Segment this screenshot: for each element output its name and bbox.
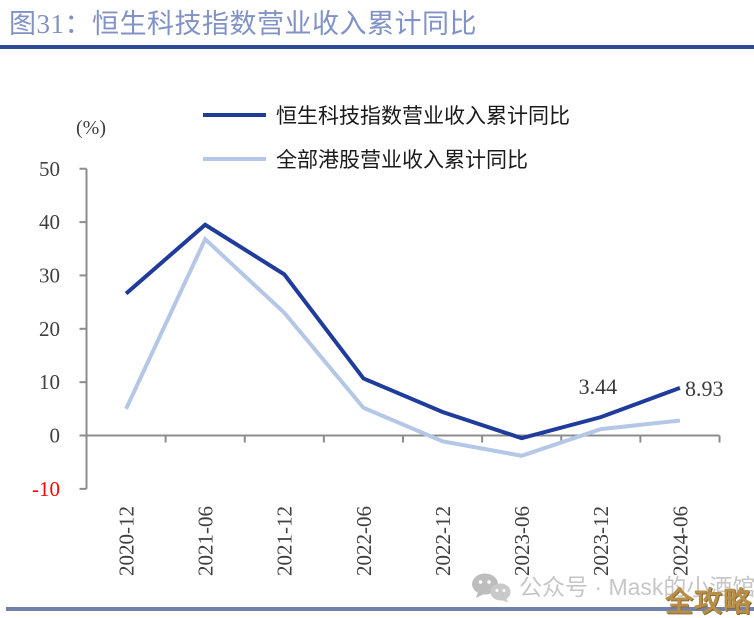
legend-swatch-light-line — [203, 157, 266, 161]
x-axis-category-label: 2022-06 — [352, 506, 376, 576]
x-axis-category-label: 2024-06 — [668, 506, 692, 576]
brand-badge: 全攻略 — [664, 586, 752, 617]
y-axis-tick-label: 0 — [50, 424, 61, 448]
wechat-icon — [472, 573, 511, 602]
x-axis-category-label: 2021-06 — [194, 506, 218, 576]
footer-rule — [6, 607, 754, 611]
data-point-label: 3.44 — [579, 374, 618, 399]
legend-label-hstech: 恒生科技指数营业收入累计同比 — [276, 104, 570, 128]
y-axis-tick-label: 20 — [39, 317, 60, 341]
y-axis-tick-label: 40 — [39, 210, 60, 234]
y-axis-tick-label: 50 — [39, 157, 60, 181]
y-axis-tick-label: 10 — [39, 370, 60, 394]
series-line-0 — [124, 222, 681, 441]
series-line-1 — [124, 235, 681, 458]
legend-item-hstech: 恒生科技指数营业收入累计同比 — [203, 103, 570, 128]
legend-label-all-hk: 全部港股营业收入累计同比 — [276, 148, 528, 172]
y-axis-tick-label: 30 — [39, 263, 60, 287]
x-axis-category-label: 2021-12 — [273, 506, 297, 576]
axis-unit-label: (%) — [76, 117, 106, 139]
watermark-text: 公众号 · Mask的小酒馆 — [519, 574, 754, 600]
x-axis-category-label: 2022-12 — [431, 506, 455, 576]
page-title: 图31：恒生科技指数营业收入累计同比 — [9, 9, 477, 39]
x-axis-category-label: 2023-06 — [510, 506, 534, 576]
title-underline — [0, 45, 754, 49]
data-point-label: 8.93 — [685, 376, 724, 401]
y-axis-tick-label: -10 — [32, 477, 60, 501]
legend-swatch-dark-line — [203, 113, 266, 117]
legend-item-all-hk: 全部港股营业收入累计同比 — [203, 147, 528, 172]
x-axis-category-label: 2020-12 — [114, 506, 138, 576]
watermark: 公众号 · Mask的小酒馆 — [470, 571, 754, 603]
x-axis-category-label: 2023-12 — [589, 506, 613, 576]
